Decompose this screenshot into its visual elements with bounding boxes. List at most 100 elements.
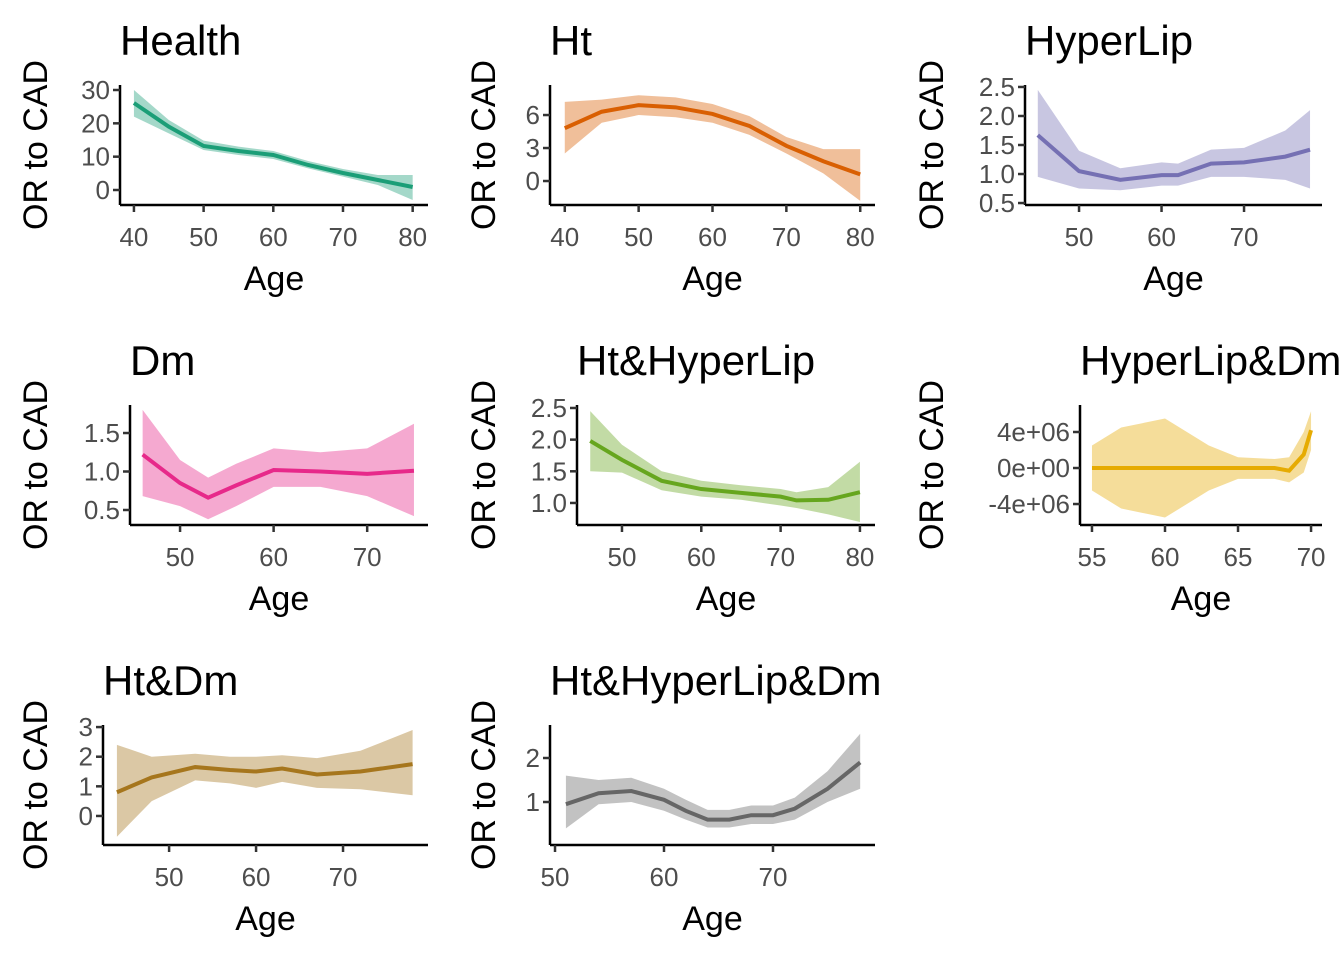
trend-line [1036, 133, 1311, 182]
y-tick-label: -4e+06 [988, 489, 1070, 519]
x-tick-label: 70 [329, 862, 358, 892]
y-tick-label: 2 [79, 742, 93, 772]
y-tick-label: 1.5 [979, 130, 1015, 160]
y-tick-label: 2.0 [531, 425, 567, 455]
x-tick-label: 50 [541, 862, 570, 892]
x-tick-label: 50 [166, 542, 195, 572]
y-tick-label: 0.5 [979, 188, 1015, 218]
x-axis-title: Age [235, 900, 296, 938]
y-tick-label: 1.0 [979, 159, 1015, 189]
x-axis-title: Age [682, 260, 743, 298]
trend-line [116, 762, 413, 795]
x-tick-label: 80 [845, 542, 874, 572]
panel-title: HyperLip&Dm [1080, 337, 1341, 384]
y-tick-label: 3 [79, 712, 93, 742]
x-axis-title: Age [1143, 260, 1204, 298]
y-tick-label: 1.5 [531, 456, 567, 486]
confidence-band [565, 733, 861, 829]
x-tick-label: 70 [759, 862, 788, 892]
x-tick-label: 50 [189, 222, 218, 252]
x-tick-label: 60 [687, 542, 716, 572]
y-axis-title: OR to CAD [17, 700, 55, 870]
x-axis-title: Age [1171, 580, 1232, 618]
y-tick-label: 1.0 [531, 488, 567, 518]
x-tick-label: 70 [329, 222, 358, 252]
panel: 50 60 70 80 1.01.52.02.5 Ht&HyperLip Age OR to … [465, 337, 875, 618]
trend-line [563, 103, 861, 177]
x-tick-label: 70 [1230, 222, 1259, 252]
x-tick-label: 65 [1224, 542, 1253, 572]
trend-line [141, 452, 415, 500]
panel: 50 60 70 0.51.01.52.02.5 HyperLip Age OR to CA… [913, 17, 1322, 298]
y-tick-label: 4e+06 [997, 417, 1070, 447]
y-tick-label: 0 [526, 166, 540, 196]
x-tick-label: 70 [766, 542, 795, 572]
panel-title: Health [120, 17, 241, 64]
x-tick-label: 55 [1078, 542, 1107, 572]
y-tick-label: 1.0 [84, 457, 120, 487]
x-tick-label: 40 [119, 222, 148, 252]
panel: 40 50 60 70 80 036 Ht Age OR to CAD [465, 17, 875, 298]
x-tick-label: 70 [772, 222, 801, 252]
panel: 50 60 70 0.5 1.0 1.5 Dm Age OR to CAD [17, 337, 428, 618]
x-tick-label: 60 [259, 222, 288, 252]
panel-title: Ht&HyperLip&Dm [550, 657, 881, 704]
confidence-band [564, 95, 861, 201]
x-tick-label: 60 [259, 542, 288, 572]
y-tick-label: 20 [81, 108, 110, 138]
y-tick-label: 2.5 [979, 72, 1015, 102]
y-tick-label: 1 [79, 771, 93, 801]
x-tick-label: 50 [624, 222, 653, 252]
confidence-band [1091, 411, 1312, 518]
y-tick-label: 30 [81, 75, 110, 105]
x-tick-label: 60 [1147, 222, 1176, 252]
y-axis-title: OR to CAD [465, 380, 503, 550]
panel: 55 60 65 70 -4e+06 0e+00 4e+06 HyperLip&Dm Age OR… [913, 337, 1341, 618]
y-tick-label: 2.5 [531, 393, 567, 423]
trend-line [1091, 429, 1313, 473]
x-tick-label: 70 [1297, 542, 1326, 572]
y-tick-label: 3 [526, 133, 540, 163]
x-tick-label: 60 [242, 862, 271, 892]
panel-title: Ht&HyperLip [577, 337, 815, 384]
y-axis-title: OR to CAD [465, 700, 503, 870]
confidence-band [590, 411, 860, 522]
panel-title: Ht [550, 17, 592, 64]
y-tick-label: 6 [526, 100, 540, 130]
confidence-band [1037, 89, 1311, 191]
y-tick-label: 1.5 [84, 418, 120, 448]
y-tick-label: 2.0 [979, 101, 1015, 131]
y-tick-label: 1 [526, 787, 540, 817]
trend-line [589, 439, 861, 503]
y-tick-label: 2 [526, 743, 540, 773]
panel-title: Ht&Dm [103, 657, 238, 704]
x-tick-label: 70 [353, 542, 382, 572]
confidence-band [133, 90, 413, 200]
panel-title: HyperLip [1025, 17, 1193, 64]
y-axis-title: OR to CAD [17, 60, 55, 230]
y-tick-label: 0.5 [84, 495, 120, 525]
x-tick-label: 80 [846, 222, 875, 252]
confidence-band [142, 409, 414, 520]
y-tick-label: 0 [96, 175, 110, 205]
x-tick-label: 60 [698, 222, 727, 252]
x-axis-title: Age [244, 260, 305, 298]
x-tick-label: 60 [1151, 542, 1180, 572]
x-tick-label: 60 [650, 862, 679, 892]
x-axis-title: Age [696, 580, 757, 618]
confidence-band [116, 730, 413, 837]
x-axis-title: Age [682, 900, 743, 938]
trend-line [565, 760, 862, 822]
panel: 50 60 70 1 2 Ht&HyperLip&Dm Age OR to CAD [465, 657, 881, 938]
x-axis-title: Age [249, 580, 310, 618]
y-axis-title: OR to CAD [465, 60, 503, 230]
panel-title: Dm [130, 337, 195, 384]
y-tick-label: 0 [79, 801, 93, 831]
trend-line [132, 101, 414, 189]
x-tick-label: 80 [398, 222, 427, 252]
y-axis-title: OR to CAD [17, 380, 55, 550]
y-axis-title: OR to CAD [913, 60, 951, 230]
